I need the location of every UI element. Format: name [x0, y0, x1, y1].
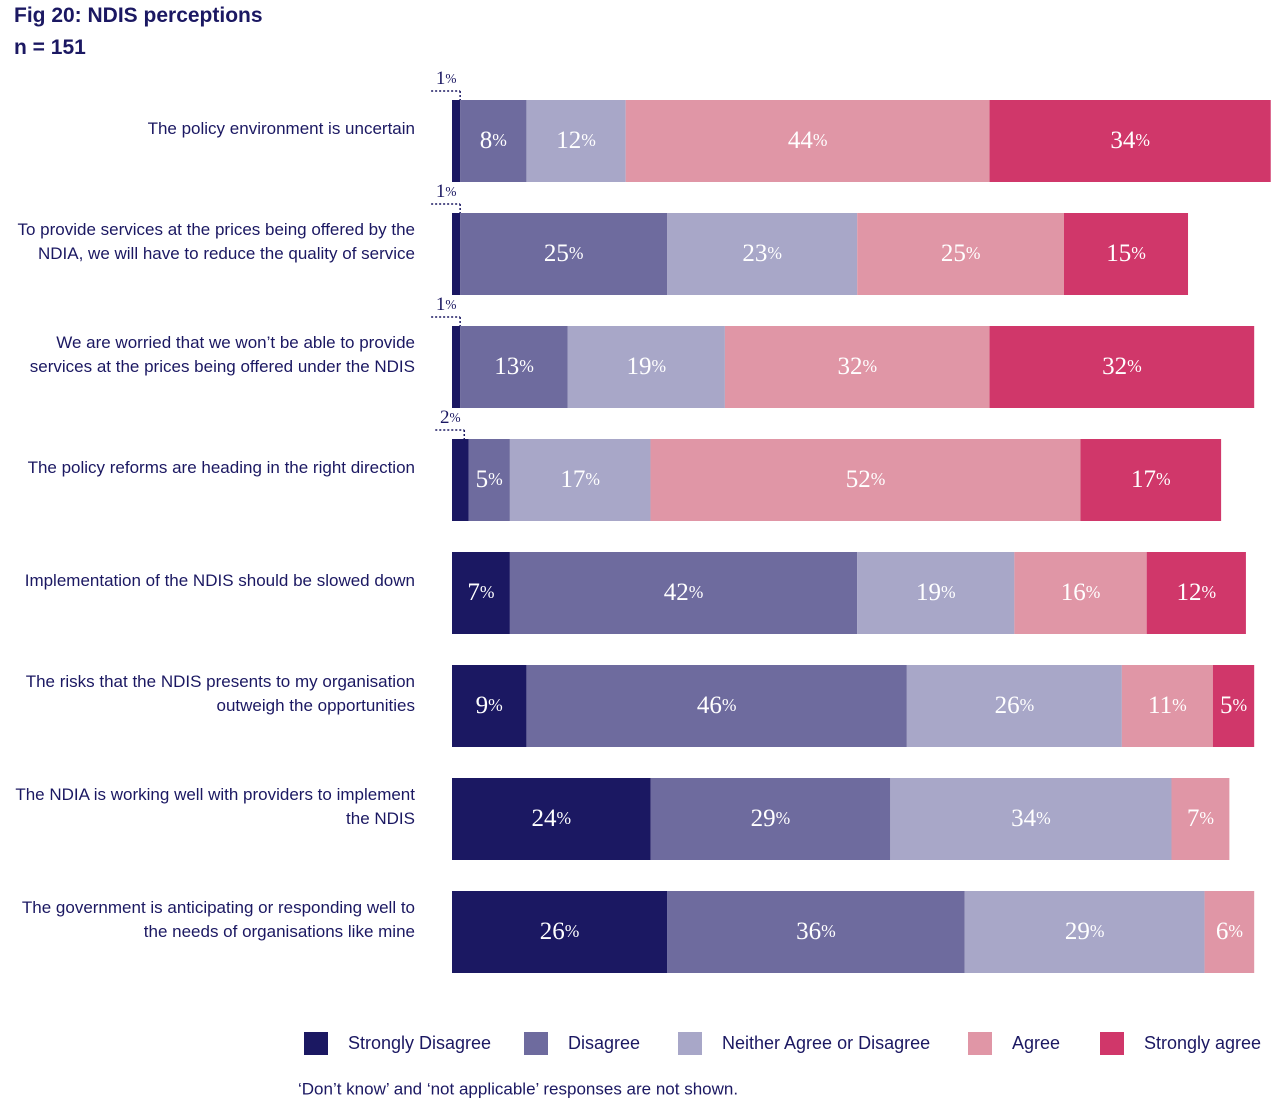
bar-segment — [460, 213, 668, 295]
category-label: The policy environment is uncertain — [147, 119, 415, 138]
bar-segment — [509, 552, 858, 634]
bar-segment — [452, 100, 461, 182]
category-label: We are worried that we won’t be able to … — [29, 333, 415, 376]
bar-segment — [452, 778, 651, 860]
bar-segment — [625, 100, 990, 182]
data-label: 17% — [1131, 466, 1171, 493]
category-label: Implementation of the NDIS should be slo… — [24, 571, 415, 590]
data-label: 26% — [540, 918, 580, 945]
data-label: 12% — [1177, 579, 1217, 606]
bar-segment — [906, 665, 1122, 747]
bar-segment — [460, 100, 527, 182]
bar-segment — [1014, 552, 1147, 634]
data-label: 26% — [995, 692, 1035, 719]
data-label: 19% — [627, 353, 667, 380]
data-label: 23% — [742, 240, 782, 267]
data-label: 13% — [494, 353, 534, 380]
footnote: ‘Don’t know’ and ‘not applicable’ respon… — [298, 1079, 738, 1098]
legend-swatch — [524, 1032, 548, 1055]
legend-swatch — [968, 1032, 992, 1055]
data-label: 17% — [560, 466, 600, 493]
data-label: 12% — [556, 127, 596, 154]
data-label: 7% — [1187, 805, 1214, 832]
legend-label: Disagree — [568, 1033, 640, 1053]
chart-subtitle: n = 151 — [14, 36, 86, 59]
legend-swatch — [304, 1032, 328, 1055]
bar-segment — [667, 891, 965, 973]
bar-segment — [667, 213, 858, 295]
bar-segment — [857, 213, 1064, 295]
legend-label: Agree — [1012, 1033, 1060, 1053]
category-label: The risks that the NDIS presents to my o… — [25, 672, 415, 715]
data-label: 25% — [544, 240, 584, 267]
data-label: 34% — [1110, 127, 1150, 154]
legend-swatch — [678, 1032, 702, 1055]
bar-segment — [509, 439, 651, 521]
bar-segment — [452, 665, 527, 747]
data-label: 15% — [1106, 240, 1146, 267]
data-label: 2% — [440, 407, 461, 428]
bar-segment — [964, 891, 1205, 973]
bar-segment — [650, 439, 1081, 521]
data-label: 46% — [697, 692, 737, 719]
data-label: 24% — [531, 805, 571, 832]
bar-segment — [567, 326, 725, 408]
data-label: 19% — [916, 579, 956, 606]
data-label: 1% — [436, 181, 457, 202]
bar-segment — [468, 439, 510, 521]
bar-segment — [452, 552, 510, 634]
legend-swatch — [1100, 1032, 1124, 1055]
data-label: 7% — [467, 579, 494, 606]
bar-segment — [1204, 891, 1255, 973]
category-label: The NDIA is working well with providers … — [15, 785, 415, 828]
data-label: 32% — [837, 353, 877, 380]
bar-segment — [452, 326, 461, 408]
data-label: 25% — [941, 240, 981, 267]
category-label: The policy reforms are heading in the ri… — [27, 458, 415, 477]
bar-segment — [1212, 665, 1255, 747]
bar-segment — [1146, 552, 1246, 634]
bar-segment — [724, 326, 990, 408]
data-label: 9% — [476, 692, 503, 719]
legend-label: Strongly agree — [1144, 1033, 1261, 1053]
data-label: 1% — [436, 68, 457, 89]
data-label: 44% — [788, 127, 828, 154]
data-label: 36% — [796, 918, 836, 945]
bar-segment — [1063, 213, 1189, 295]
bar-segment — [1080, 439, 1222, 521]
data-label: 11% — [1148, 692, 1187, 719]
data-label: 8% — [480, 127, 507, 154]
data-label: 42% — [664, 579, 704, 606]
data-label: 5% — [1220, 692, 1247, 719]
category-label: To provide services at the prices being … — [17, 220, 415, 263]
bar-segment — [460, 326, 568, 408]
data-label: 29% — [751, 805, 791, 832]
bar-segment — [989, 326, 1255, 408]
bar-segment — [650, 778, 891, 860]
bar-segment — [526, 665, 907, 747]
category-label: The government is anticipating or respon… — [21, 898, 415, 941]
legend-label: Neither Agree or Disagree — [722, 1033, 930, 1053]
bar-segment — [452, 891, 668, 973]
data-label: 29% — [1065, 918, 1105, 945]
data-label: 6% — [1216, 918, 1243, 945]
bar-segment — [890, 778, 1172, 860]
data-label: 5% — [476, 466, 503, 493]
data-label: 52% — [846, 466, 886, 493]
data-label: 1% — [436, 294, 457, 315]
data-label: 34% — [1011, 805, 1051, 832]
data-label: 32% — [1102, 353, 1142, 380]
bar-segment — [989, 100, 1271, 182]
bar-segment — [452, 213, 461, 295]
data-label: 16% — [1061, 579, 1101, 606]
chart-title: Fig 20: NDIS perceptions — [14, 4, 263, 27]
legend-label: Strongly Disagree — [348, 1033, 491, 1053]
bar-segment — [1121, 665, 1213, 747]
bar-segment — [1171, 778, 1230, 860]
bar-segment — [526, 100, 626, 182]
bar-segment — [452, 439, 469, 521]
bar-segment — [857, 552, 1015, 634]
